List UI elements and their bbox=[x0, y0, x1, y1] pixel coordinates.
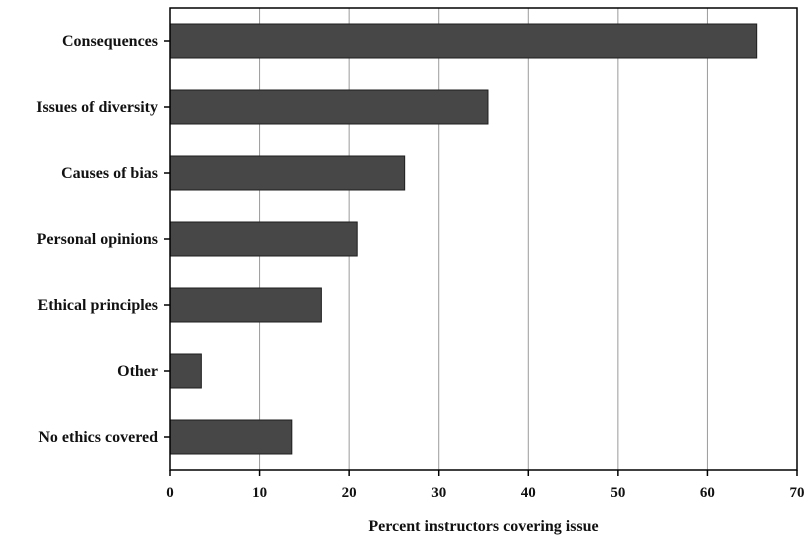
x-tick-label: 30 bbox=[431, 485, 446, 501]
bar-other bbox=[169, 353, 202, 389]
x-tick-label: 10 bbox=[252, 485, 267, 501]
x-tick-label: 0 bbox=[166, 485, 174, 501]
x-tick-label: 50 bbox=[610, 485, 625, 501]
bar-issues-of-diversity bbox=[169, 89, 489, 125]
bar-consequences bbox=[169, 23, 758, 59]
x-tick-label: 60 bbox=[700, 485, 715, 501]
category-label: Consequences bbox=[62, 33, 158, 50]
category-label: Issues of diversity bbox=[36, 99, 158, 116]
bar-ethical-principles bbox=[169, 287, 322, 323]
category-label: Personal opinions bbox=[37, 231, 158, 248]
gridlines bbox=[259, 8, 708, 470]
x-axis-title: Percent instructors covering issue bbox=[368, 518, 598, 535]
bar-personal-opinions bbox=[169, 221, 358, 257]
category-label: Causes of bias bbox=[61, 165, 158, 182]
bar-no-ethics-covered bbox=[169, 419, 293, 455]
category-label: Other bbox=[117, 363, 158, 380]
x-tick-label: 20 bbox=[342, 485, 357, 501]
x-tick-label: 70 bbox=[790, 485, 805, 501]
category-label: Ethical principles bbox=[38, 297, 158, 314]
x-tick-labels: 0 10 20 30 40 50 60 70 bbox=[166, 470, 805, 501]
x-tick-label: 40 bbox=[521, 485, 536, 501]
bars bbox=[169, 23, 758, 455]
category-labels: Consequences Issues of diversity Causes of… bbox=[36, 33, 170, 446]
category-label: No ethics covered bbox=[38, 429, 158, 446]
bar-causes-of-bias bbox=[169, 155, 406, 191]
